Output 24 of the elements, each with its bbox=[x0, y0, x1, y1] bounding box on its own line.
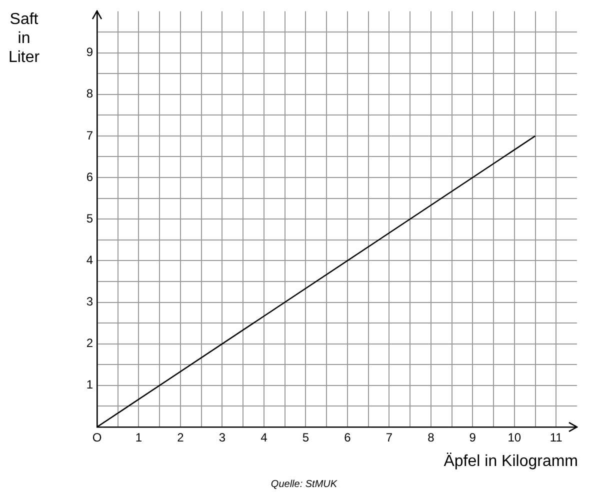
x-tick-label: 6 bbox=[344, 430, 352, 445]
x-tick-label: 7 bbox=[386, 430, 393, 445]
x-tick-label: 5 bbox=[302, 430, 310, 445]
source-note: Quelle: StMUK bbox=[270, 479, 338, 490]
x-tick-label: 2 bbox=[177, 430, 184, 445]
y-tick-label: 2 bbox=[86, 336, 94, 350]
y-tick-label: 6 bbox=[86, 170, 94, 184]
x-tick-label: 3 bbox=[218, 430, 226, 445]
x-tick-label: 9 bbox=[469, 430, 476, 445]
y-tick-label: 9 bbox=[86, 45, 94, 60]
y-axis-title: Saft in Liter bbox=[7, 10, 41, 67]
y-tick-label: 7 bbox=[86, 128, 94, 142]
x-tick-label: 1 bbox=[135, 430, 142, 445]
x-tick-label: 11 bbox=[550, 430, 563, 445]
x-tick-label: 4 bbox=[260, 430, 268, 445]
y-tick-label: 8 bbox=[86, 86, 94, 101]
y-tick-label: 1 bbox=[86, 378, 94, 392]
x-tick-label: 8 bbox=[428, 430, 435, 445]
x-axis-title: Äpfel in Kilogramm bbox=[444, 453, 578, 471]
y-tick-label: 4 bbox=[86, 252, 94, 267]
y-tick-label: 3 bbox=[86, 294, 94, 309]
x-tick-label: O bbox=[92, 430, 102, 445]
x-tick-label: 10 bbox=[508, 430, 522, 445]
y-tick-label: 5 bbox=[86, 211, 94, 226]
